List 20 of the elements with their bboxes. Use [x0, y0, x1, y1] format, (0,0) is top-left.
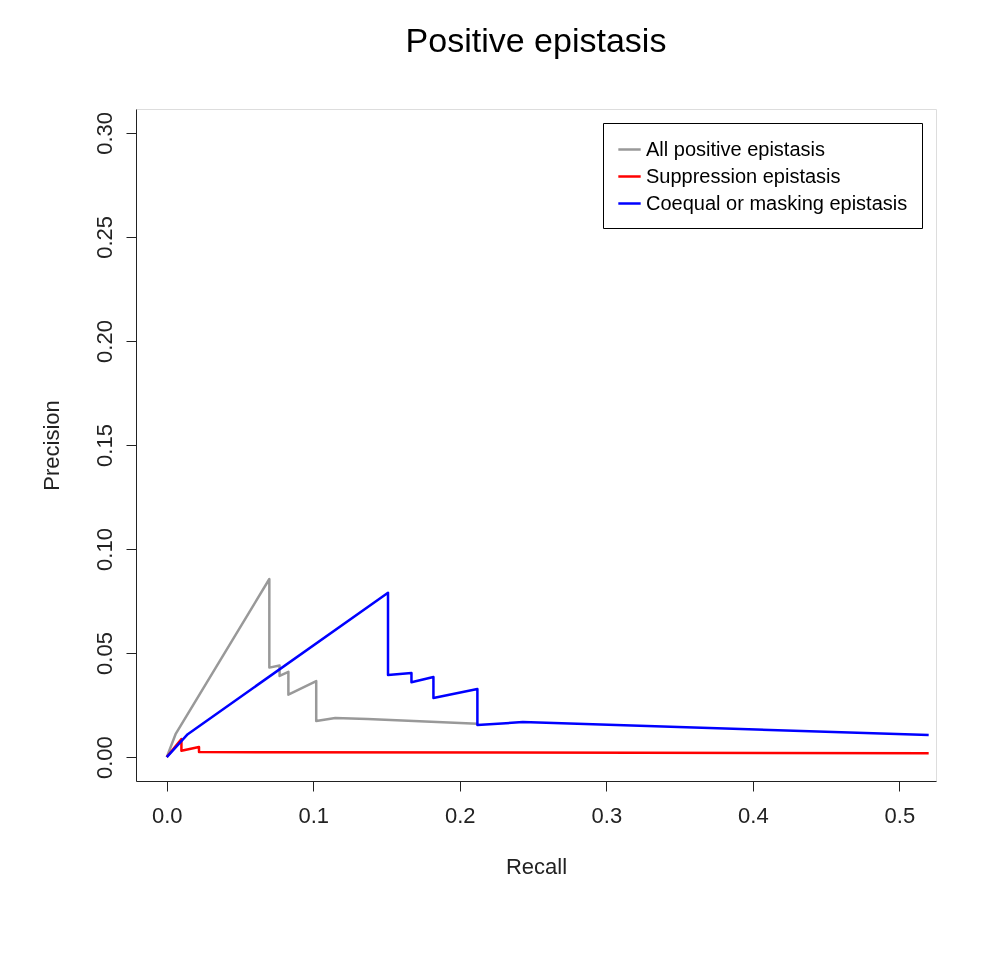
x-tick-label: 0.3 [591, 802, 623, 828]
line-series [165, 591, 930, 759]
legend-label: Coequal or masking epistasis [646, 191, 908, 214]
legend-label: All positive epistasis [646, 137, 825, 160]
x-axis-title: Recall [505, 853, 568, 879]
y-tick-label: 0.05 [91, 632, 117, 675]
y-tick-label: 0.10 [91, 528, 117, 571]
chart-title: Positive epistasis [405, 21, 667, 59]
y-tick-label: 0.15 [91, 424, 117, 467]
y-tick-label: 0.25 [91, 216, 117, 259]
y-tick-label: 0.30 [91, 112, 117, 155]
x-tick-label: 0.5 [884, 802, 916, 828]
x-tick-label: 0.1 [298, 802, 330, 828]
x-tick-label: 0.2 [445, 802, 476, 828]
y-tick-label: 0.00 [91, 736, 117, 779]
x-tick-label: 0.4 [738, 802, 769, 828]
y-tick-label: 0.20 [91, 320, 117, 363]
legend-label: Suppression epistasis [646, 164, 841, 187]
y-axis-title: Precision [38, 400, 64, 491]
x-tick-label: 0.0 [151, 802, 183, 828]
